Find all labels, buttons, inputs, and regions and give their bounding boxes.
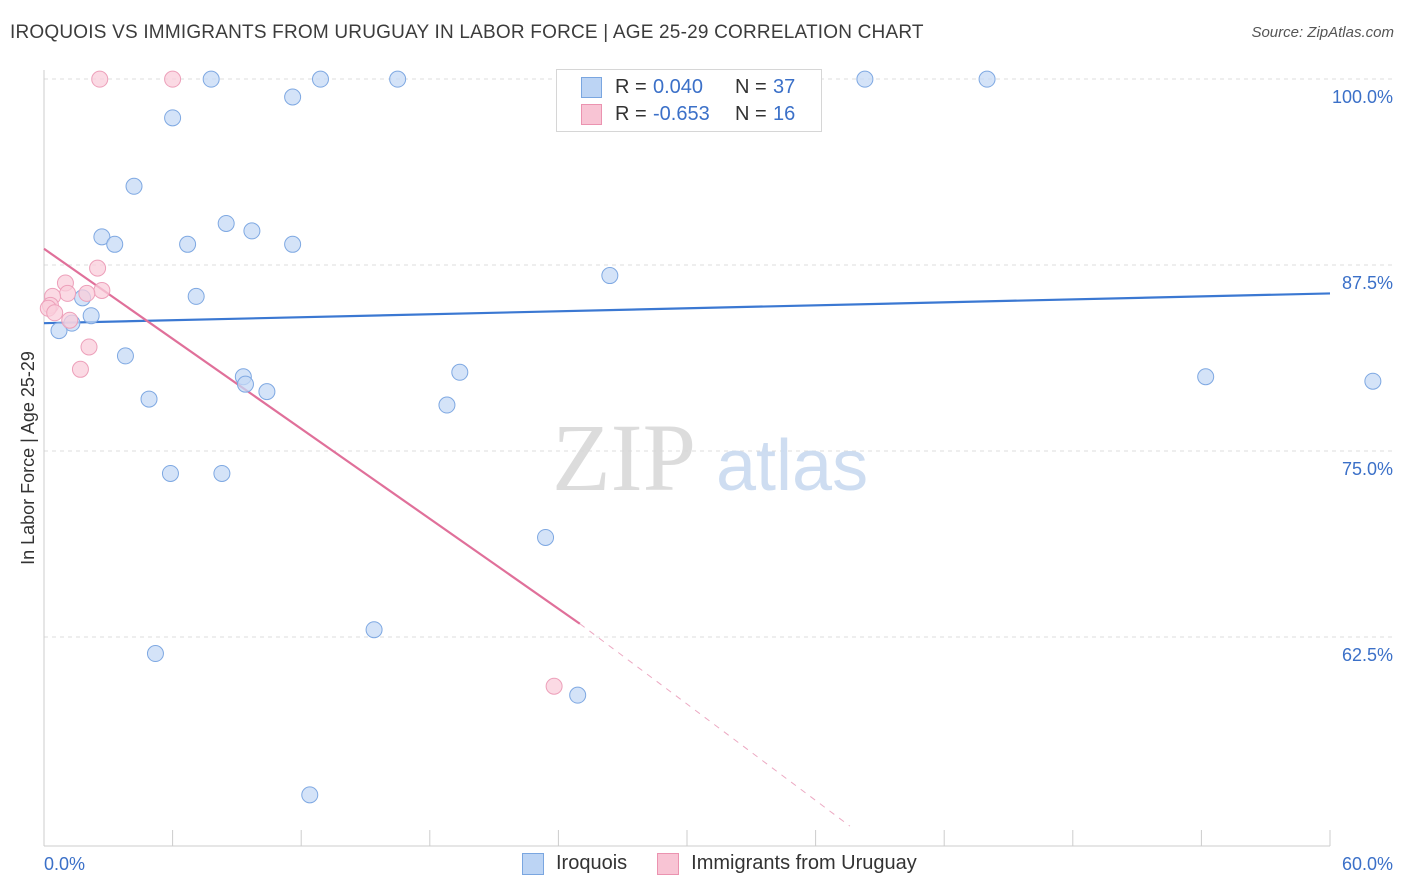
- point-iroquois: [284, 88, 302, 106]
- x-ticks: [43, 830, 1331, 846]
- point-iroquois: [451, 363, 469, 381]
- point-iroquois: [978, 70, 996, 88]
- watermark-zip: ZIP: [552, 404, 696, 511]
- point-iroquois: [125, 177, 143, 195]
- x-tick-label-max: 60.0%: [1342, 854, 1393, 874]
- point-uruguay: [545, 677, 563, 695]
- point-uruguay: [71, 360, 89, 378]
- y-tick-label: 100.0%: [1332, 87, 1393, 107]
- series-legend: Iroquois Immigrants from Uruguay: [522, 852, 947, 875]
- legend-r-value: 0.040: [653, 75, 704, 98]
- point-uruguay: [80, 338, 98, 356]
- trend-line-iroquois: [43, 292, 1331, 325]
- trend-line-uruguay: [43, 247, 581, 625]
- point-iroquois: [284, 235, 302, 253]
- point-uruguay: [93, 281, 111, 299]
- y-tick-label: 62.5%: [1342, 645, 1393, 665]
- legend-swatch-uruguay: [581, 103, 602, 125]
- grid-lines: [44, 78, 1392, 638]
- point-iroquois: [365, 621, 383, 639]
- point-uruguay: [46, 304, 64, 322]
- y-axis-label: In Labor Force | Age 25-29: [18, 351, 38, 565]
- point-uruguay: [91, 70, 109, 88]
- point-iroquois: [116, 347, 134, 365]
- point-iroquois: [537, 528, 555, 546]
- point-uruguay: [164, 70, 182, 88]
- point-iroquois: [106, 235, 124, 253]
- point-iroquois: [1364, 372, 1382, 390]
- point-iroquois: [187, 287, 205, 305]
- point-iroquois: [161, 464, 179, 482]
- legend-label-iroquois: Iroquois: [556, 852, 628, 874]
- correlation-legend: R = 0.040 N = 37 R = -0.653 N = 16: [556, 69, 822, 132]
- point-uruguay: [89, 259, 107, 277]
- watermark-atlas: atlas: [716, 426, 868, 506]
- y-tick-labels: 62.5% 75.0% 87.5% 100.0%: [1332, 87, 1393, 665]
- point-iroquois: [217, 214, 235, 232]
- legend-item-iroquois: Iroquois: [522, 852, 627, 875]
- point-iroquois: [140, 390, 158, 408]
- point-uruguay: [59, 284, 77, 302]
- point-iroquois: [1197, 368, 1215, 386]
- point-iroquois: [311, 70, 329, 88]
- legend-n-label: N =: [735, 102, 767, 125]
- legend-r-label: R =: [615, 75, 647, 98]
- point-iroquois: [389, 70, 407, 88]
- legend-n-value: 37: [773, 75, 796, 98]
- source-label: Source: ZipAtlas.com: [1251, 24, 1394, 41]
- legend-n-value: 16: [773, 102, 796, 125]
- point-uruguay: [61, 311, 79, 329]
- legend-n-label: N =: [735, 75, 767, 98]
- legend-swatch-iroquois: [522, 852, 544, 875]
- point-iroquois: [243, 222, 261, 240]
- point-iroquois: [93, 228, 111, 246]
- x-tick-label-min: 0.0%: [44, 854, 85, 874]
- legend-swatch-uruguay: [657, 852, 680, 875]
- legend-label-uruguay: Immigrants from Uruguay: [691, 852, 917, 874]
- trend-line-uruguay-extension: [579, 623, 851, 827]
- chart-title: IROQUOIS VS IMMIGRANTS FROM URUGUAY IN L…: [10, 22, 924, 43]
- legend-item-uruguay: Immigrants from Uruguay: [657, 852, 917, 875]
- point-iroquois: [164, 109, 182, 127]
- legend-row-uruguay: R = -0.653 N = 16: [581, 101, 795, 127]
- legend-r-label: R =: [615, 102, 647, 125]
- point-iroquois: [236, 375, 254, 393]
- point-iroquois: [179, 235, 197, 253]
- point-iroquois: [601, 267, 619, 285]
- data-points: [39, 70, 1382, 804]
- y-tick-label: 87.5%: [1342, 273, 1393, 293]
- point-iroquois: [438, 396, 456, 414]
- legend-row-iroquois: R = 0.040 N = 37: [581, 74, 795, 100]
- legend-r-value: -0.653: [653, 102, 710, 125]
- point-iroquois: [301, 786, 319, 804]
- point-iroquois: [856, 70, 874, 88]
- trend-lines: [43, 247, 1331, 827]
- point-iroquois: [82, 307, 100, 325]
- point-iroquois: [569, 686, 587, 704]
- point-iroquois: [146, 645, 164, 663]
- y-tick-label: 75.0%: [1342, 459, 1393, 479]
- point-iroquois: [213, 464, 231, 482]
- legend-swatch-iroquois: [581, 76, 602, 98]
- point-uruguay: [78, 284, 96, 302]
- point-iroquois: [202, 70, 220, 88]
- point-iroquois: [50, 322, 68, 340]
- point-iroquois: [258, 383, 276, 401]
